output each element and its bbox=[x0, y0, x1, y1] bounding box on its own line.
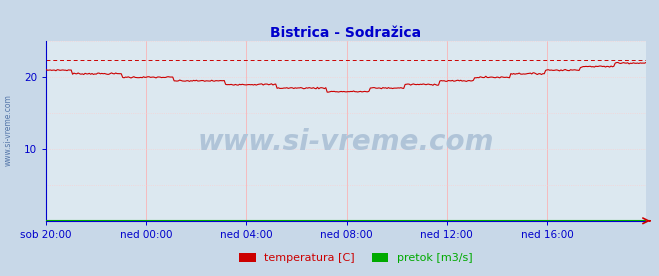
Text: www.si-vreme.com: www.si-vreme.com bbox=[3, 94, 13, 166]
Text: www.si-vreme.com: www.si-vreme.com bbox=[198, 128, 494, 156]
Legend: temperatura [C], pretok [m3/s]: temperatura [C], pretok [m3/s] bbox=[235, 248, 477, 268]
Title: Bistrica - Sodražica: Bistrica - Sodražica bbox=[270, 26, 422, 40]
